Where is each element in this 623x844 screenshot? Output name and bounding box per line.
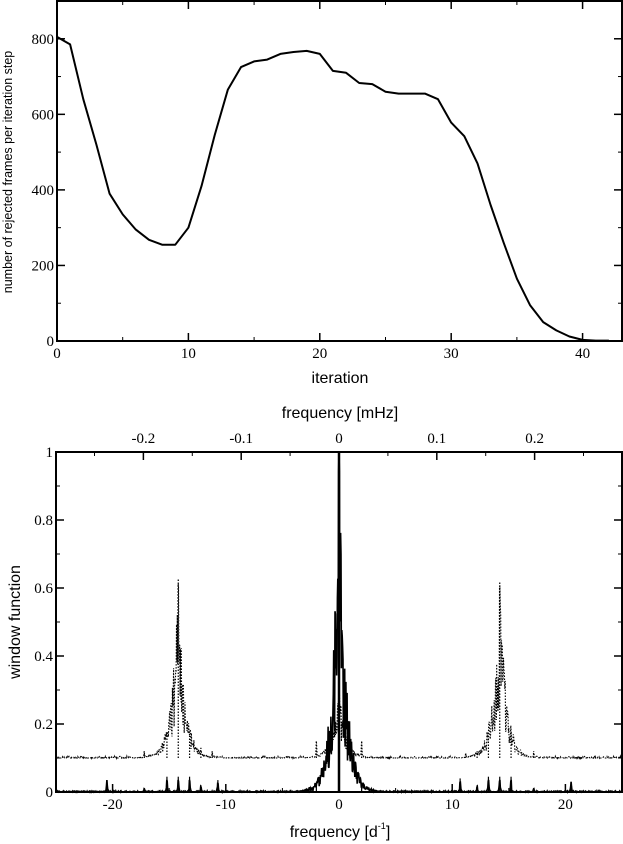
x-tick-label: 20 [312,346,327,362]
y-tick-label: 0 [47,334,55,350]
y-tick-label: 200 [32,258,55,274]
chart1-y-axis-label: number of rejected frames per iteration … [1,51,15,294]
chart1-x-axis-label: iteration [312,370,369,387]
x-tick-label: 40 [575,346,590,362]
y-tick-label: 0 [46,785,54,801]
x2-tick-label: -0.2 [132,431,156,447]
y-tick-label: 0.6 [34,581,53,597]
y-tick-label: 1 [46,445,54,461]
x2-tick-label: 0.2 [525,431,544,447]
rejected-frames-line [56,36,609,342]
y-tick-label: 800 [32,32,55,48]
x-tick-label: -10 [216,797,236,813]
window-function-dotted-line [55,583,623,761]
x-tick-label: 0 [335,797,343,813]
x2-tick-label: 0.1 [427,431,446,447]
x-tick-label: 10 [181,346,196,362]
chart2-top-axis-label: frequency [mHz] [282,405,398,422]
x-tick-label: 0 [53,346,61,362]
chart2-y-axis-label: window function [7,565,24,680]
x-tick-label: 30 [444,346,459,362]
y-tick-label: 0.4 [34,649,53,665]
y-tick-label: 600 [32,107,55,123]
y-tick-label: 0.8 [34,513,53,529]
y-tick-label: 0.2 [34,717,53,733]
rejected-frames-chart: number of rejected frames per iteration … [1,0,623,387]
x-tick-label: 10 [445,797,460,813]
x-tick-label: 20 [558,797,573,813]
x-tick-label: -20 [103,797,123,813]
y-tick-label: 400 [32,183,55,199]
plot-frame [56,0,623,342]
x2-tick-label: -0.1 [229,431,253,447]
chart2-x-axis-label: frequency [d-1] [290,821,391,841]
x2-tick-label: 0 [335,431,343,447]
window-function-chart: frequency [mHz] window function frequenc… [7,405,623,841]
